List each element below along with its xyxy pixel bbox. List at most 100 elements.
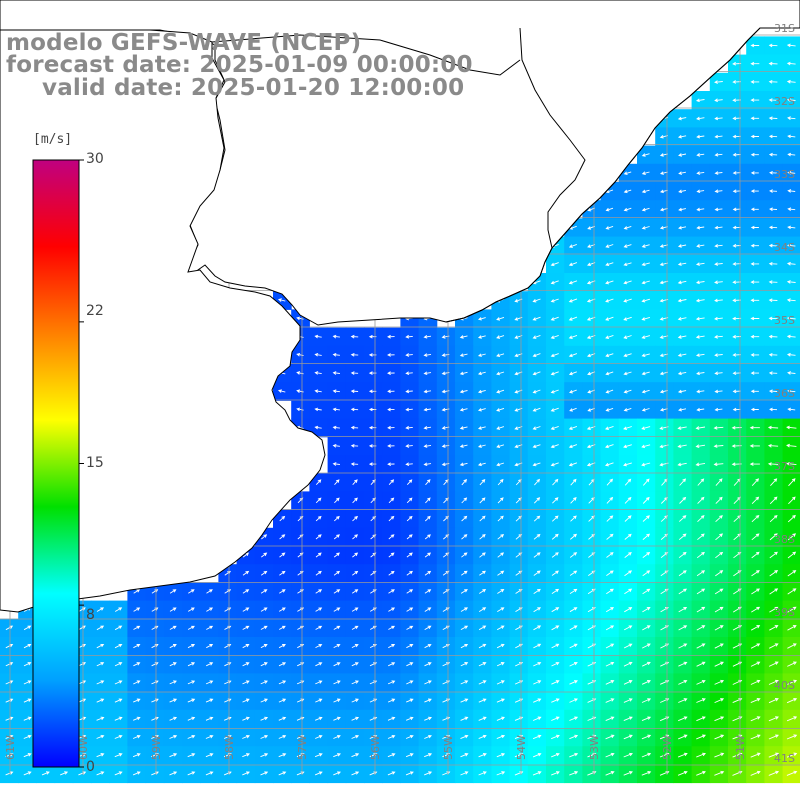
wind-arrow xyxy=(642,607,651,613)
wind-arrow xyxy=(605,607,614,613)
wind-arrow xyxy=(696,698,706,703)
wind-arrow xyxy=(132,771,141,776)
wind-arrow xyxy=(242,552,250,558)
wind-arrow xyxy=(569,552,578,558)
wind-arrow xyxy=(261,534,268,540)
wind-arrow xyxy=(406,662,414,667)
wind-arrow xyxy=(406,716,414,721)
wind-arrow xyxy=(332,407,340,412)
wind-arrow xyxy=(424,552,432,558)
colorbar-unit: [m/s] xyxy=(33,132,73,147)
wind-arrow xyxy=(786,443,797,448)
wind-arrow xyxy=(697,515,705,523)
wind-arrow xyxy=(569,680,578,685)
wind-arrow xyxy=(477,426,486,430)
wind-arrow xyxy=(478,643,487,649)
wind-arrow xyxy=(732,152,741,157)
wind-arrow xyxy=(713,444,724,448)
wind-arrow xyxy=(314,352,322,357)
wind-arrow xyxy=(769,606,779,613)
wind-arrow xyxy=(332,443,340,448)
wind-arrow xyxy=(623,680,633,685)
wind-arrow xyxy=(187,716,196,721)
wind-arrow xyxy=(786,425,797,430)
wind-arrow xyxy=(387,407,395,412)
wind-arrow xyxy=(424,753,433,758)
wind-arrow xyxy=(606,533,614,540)
wind-arrow xyxy=(786,316,796,321)
wind-arrow xyxy=(114,662,123,667)
wind-arrow xyxy=(406,625,414,630)
wind-arrow xyxy=(314,389,322,393)
wind-arrow xyxy=(423,462,432,467)
wind-arrow xyxy=(786,98,796,102)
wind-arrow xyxy=(750,116,760,121)
wind-arrow xyxy=(224,644,232,649)
wind-arrow xyxy=(751,478,760,487)
wind-arrow xyxy=(696,171,705,175)
wind-arrow xyxy=(405,734,414,739)
wind-arrow xyxy=(388,570,395,576)
wind-arrow xyxy=(352,497,358,504)
wind-arrow xyxy=(387,425,395,430)
wind-arrow xyxy=(460,625,469,630)
wind-arrow xyxy=(713,462,724,467)
wind-arrow xyxy=(459,462,468,467)
wind-arrow xyxy=(568,316,578,321)
wind-arrow xyxy=(496,625,505,631)
wind-arrow xyxy=(696,116,705,121)
wind-arrow xyxy=(715,496,723,504)
wind-arrow xyxy=(696,371,705,376)
wind-arrow xyxy=(388,625,396,630)
wind-arrow xyxy=(351,716,360,721)
wind-arrow xyxy=(387,371,395,375)
wind-arrow xyxy=(406,515,413,522)
wind-arrow xyxy=(532,407,541,412)
wind-arrow xyxy=(169,680,177,685)
wind-arrow xyxy=(133,644,141,649)
wind-arrow xyxy=(679,496,687,504)
wind-arrow xyxy=(478,698,487,703)
wind-arrow xyxy=(641,353,650,358)
wind-arrow xyxy=(570,515,577,522)
wind-arrow xyxy=(533,607,541,613)
wind-arrow xyxy=(714,153,723,157)
wind-arrow xyxy=(768,134,778,139)
wind-arrow xyxy=(714,752,725,758)
wind-arrow xyxy=(695,444,706,449)
wind-arrow xyxy=(678,189,686,194)
wind-arrow xyxy=(605,734,615,740)
wind-arrow xyxy=(696,134,705,139)
wind-arrow xyxy=(750,134,759,139)
wind-arrow xyxy=(497,607,505,612)
wind-arrow xyxy=(750,770,761,776)
wind-arrow xyxy=(605,771,615,776)
valid-date: valid date: 2025-01-20 12:00:00 xyxy=(42,75,465,101)
wind-arrow xyxy=(96,607,105,612)
wind-arrow xyxy=(659,189,668,194)
longitude-label: 58W xyxy=(223,735,236,760)
wind-arrow xyxy=(751,533,760,541)
wind-arrow xyxy=(570,478,577,486)
wind-arrow xyxy=(568,444,578,449)
wind-arrow xyxy=(623,280,632,285)
wind-arrow xyxy=(388,534,395,540)
wind-arrow xyxy=(277,389,286,393)
wind-arrow xyxy=(497,570,505,576)
wind-arrow xyxy=(315,534,322,540)
wind-arrow xyxy=(350,389,359,394)
wind-arrow xyxy=(678,171,686,175)
wind-arrow xyxy=(569,698,578,703)
wind-arrow xyxy=(641,244,650,248)
wind-arrow xyxy=(569,225,577,230)
wind-arrow xyxy=(478,607,487,612)
wind-arrow xyxy=(714,770,725,776)
wind-arrow xyxy=(60,771,69,776)
wind-arrow xyxy=(242,680,250,685)
wind-arrow xyxy=(425,479,431,486)
wind-arrow xyxy=(786,79,796,84)
wind-arrow xyxy=(768,61,778,66)
longitude-label: 54W xyxy=(515,735,528,760)
wind-arrow xyxy=(768,243,778,248)
